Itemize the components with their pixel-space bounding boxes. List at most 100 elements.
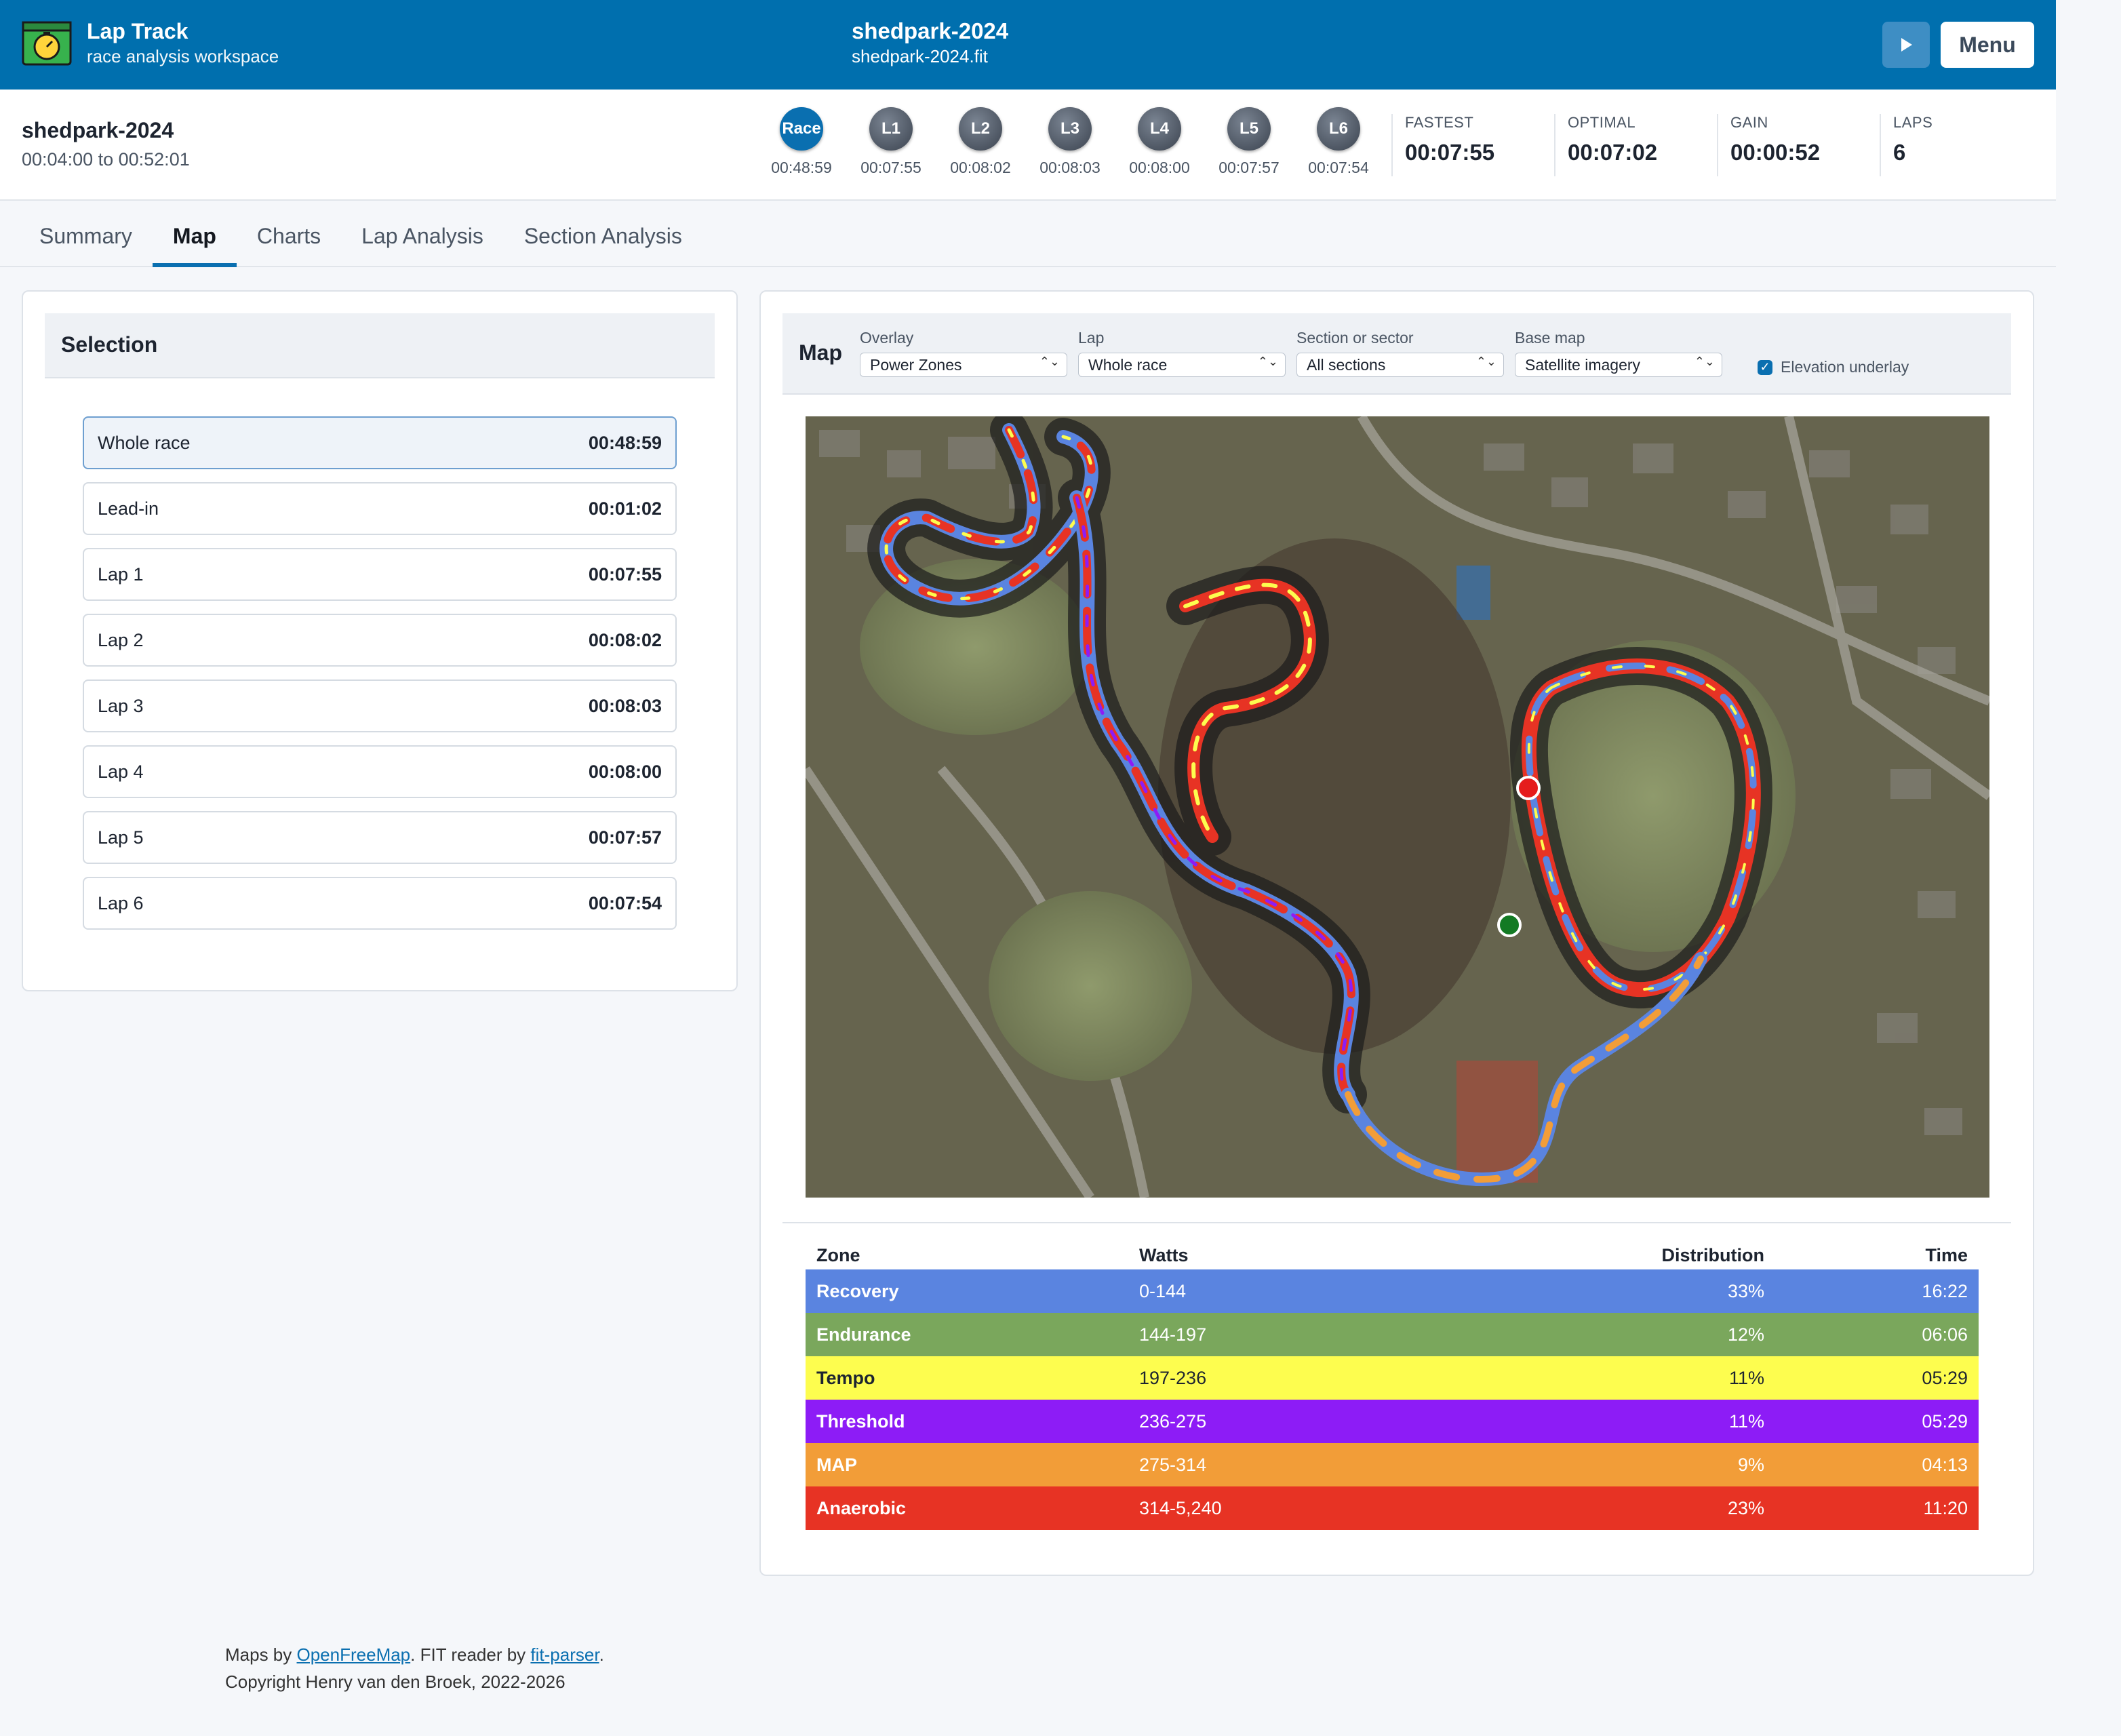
selection-item-lap-2[interactable]: Lap 2 00:08:02 bbox=[83, 614, 677, 667]
wooded-area bbox=[1158, 538, 1511, 1054]
map-title: Map bbox=[799, 340, 842, 365]
track-route bbox=[879, 423, 1761, 1186]
chip-lap-6[interactable]: L6 00:07:54 bbox=[1294, 107, 1383, 177]
stat-value: 00:07:02 bbox=[1568, 140, 1658, 165]
selection-item-time: 00:08:00 bbox=[588, 761, 662, 782]
selection-item-lap-1[interactable]: Lap 1 00:07:55 bbox=[83, 548, 677, 601]
zone-name: Anaerobic bbox=[816, 1497, 907, 1518]
chip-label: L2 bbox=[959, 107, 1002, 151]
selection-item-time: 00:07:57 bbox=[588, 827, 662, 848]
selection-item-lap-4[interactable]: Lap 4 00:08:00 bbox=[83, 745, 677, 798]
menu-button[interactable]: Menu bbox=[1941, 22, 2034, 68]
base-map-value: Satellite imagery bbox=[1525, 356, 1641, 374]
zone-time: 06:06 bbox=[1922, 1324, 1968, 1345]
selection-item-time: 00:08:03 bbox=[588, 695, 662, 716]
chip-lap-5[interactable]: L5 00:07:57 bbox=[1204, 107, 1294, 177]
chip-time: 00:08:03 bbox=[1039, 159, 1101, 176]
zone-time: 04:13 bbox=[1922, 1454, 1968, 1475]
base-map-select[interactable]: Satellite imagery ⌃⌄ bbox=[1515, 353, 1722, 377]
footer-maps-prefix: Maps by bbox=[225, 1644, 297, 1665]
file-name: shedpark-2024.fit bbox=[852, 46, 988, 66]
map-view[interactable] bbox=[806, 416, 1989, 1198]
play-button[interactable] bbox=[1882, 22, 1930, 68]
chip-time: 00:08:02 bbox=[950, 159, 1011, 176]
brand[interactable]: Lap Track race analysis workspace bbox=[22, 18, 279, 68]
chip-lap-4[interactable]: L4 00:08:00 bbox=[1115, 107, 1204, 177]
zone-watts: 314-5,240 bbox=[1139, 1497, 1222, 1518]
stat-label: LAPS bbox=[1893, 114, 1933, 131]
openfreemap-link[interactable]: OpenFreeMap bbox=[296, 1644, 411, 1665]
satellite-map bbox=[806, 416, 1989, 1198]
selection-list: Whole race 00:48:59 Lead-in 00:01:02 Lap… bbox=[83, 416, 677, 943]
fit-parser-link[interactable]: fit-parser bbox=[530, 1644, 599, 1665]
stat-laps: LAPS 6 bbox=[1880, 114, 1932, 176]
zone-time: 11:20 bbox=[1923, 1497, 1968, 1518]
chip-label: L5 bbox=[1227, 107, 1271, 151]
zone-distribution: 11% bbox=[1728, 1410, 1764, 1432]
file-info: shedpark-2024 shedpark-2024.fit bbox=[852, 18, 1008, 68]
stopwatch-logo-icon bbox=[22, 21, 72, 66]
lap-value: Whole race bbox=[1088, 356, 1168, 374]
race-time-range: 00:04:00 to 00:52:01 bbox=[22, 149, 190, 170]
selection-item-lap-3[interactable]: Lap 3 00:08:03 bbox=[83, 679, 677, 732]
select-arrows-icon: ⌃⌄ bbox=[1694, 355, 1715, 368]
zone-time: 16:22 bbox=[1922, 1280, 1968, 1301]
finish-marker bbox=[1516, 776, 1541, 800]
selection-item-lap-6[interactable]: Lap 6 00:07:54 bbox=[83, 877, 677, 930]
selection-item-label: Lap 3 bbox=[98, 695, 144, 716]
tab-section-analysis[interactable]: Section Analysis bbox=[523, 224, 682, 248]
map-toolbar: Map Overlay Power Zones ⌃⌄ Lap Whole rac… bbox=[782, 313, 2011, 395]
chip-label: L3 bbox=[1048, 107, 1092, 151]
zone-name: Endurance bbox=[816, 1324, 911, 1345]
zone-row: Anaerobic 314-5,240 23% 11:20 bbox=[806, 1486, 1979, 1530]
tab-summary[interactable]: Summary bbox=[39, 224, 132, 248]
chip-lap-3[interactable]: L3 00:08:03 bbox=[1025, 107, 1115, 177]
section-select[interactable]: All sections ⌃⌄ bbox=[1296, 353, 1504, 377]
selection-item-whole-race[interactable]: Whole race 00:48:59 bbox=[83, 416, 677, 469]
zone-row: Tempo 197-236 11% 05:29 bbox=[806, 1356, 1979, 1400]
stat-gain: GAIN 00:00:52 bbox=[1717, 114, 1820, 176]
selection-item-lap-5[interactable]: Lap 5 00:07:57 bbox=[83, 811, 677, 864]
race-summary-bar: shedpark-2024 00:04:00 to 00:52:01 Race … bbox=[0, 90, 2056, 201]
footer-fit-suffix: . bbox=[599, 1644, 604, 1665]
divider bbox=[782, 1222, 2011, 1223]
stat-value: 00:07:55 bbox=[1405, 140, 1495, 165]
stat-label: FASTEST bbox=[1405, 114, 1474, 131]
elevation-checkbox[interactable]: ✓ bbox=[1758, 359, 1772, 375]
zone-watts: 275-314 bbox=[1139, 1454, 1207, 1475]
chip-lap-2[interactable]: L2 00:08:02 bbox=[936, 107, 1025, 177]
elevation-toggle[interactable]: ✓ Elevation underlay bbox=[1758, 358, 1909, 376]
pool bbox=[1456, 566, 1490, 620]
overlay-select[interactable]: Power Zones ⌃⌄ bbox=[860, 353, 1067, 377]
zone-distribution: 9% bbox=[1737, 1454, 1764, 1475]
tab-bar: Summary Map Charts Lap Analysis Section … bbox=[0, 201, 2056, 267]
selection-panel: Selection Whole race 00:48:59 Lead-in 00… bbox=[22, 290, 738, 991]
selection-item-label: Lap 1 bbox=[98, 564, 144, 585]
tab-charts[interactable]: Charts bbox=[256, 224, 321, 248]
overlay-value: Power Zones bbox=[870, 356, 962, 374]
play-icon bbox=[1901, 38, 1912, 52]
zone-distribution: 11% bbox=[1728, 1367, 1764, 1388]
selection-item-label: Lap 2 bbox=[98, 629, 144, 650]
chip-label: Race bbox=[780, 107, 823, 151]
zone-watts: 236-275 bbox=[1139, 1410, 1207, 1432]
lap-label: Lap bbox=[1078, 329, 1105, 347]
stat-fastest: FASTEST 00:07:55 bbox=[1391, 114, 1494, 176]
tab-lap-analysis[interactable]: Lap Analysis bbox=[361, 224, 483, 248]
chip-time: 00:07:55 bbox=[860, 159, 921, 176]
power-zone-table: Zone Watts Distribution Time Recovery 0-1… bbox=[806, 1241, 1979, 1530]
app-title: Lap Track bbox=[87, 19, 189, 43]
zone-summary: Zone Watts Distribution Time Recovery 0-1… bbox=[782, 1222, 2011, 1530]
tab-map[interactable]: Map bbox=[152, 201, 237, 267]
distribution-header: Distribution bbox=[1661, 1244, 1764, 1265]
lap-select[interactable]: Whole race ⌃⌄ bbox=[1078, 353, 1286, 377]
chip-time: 00:48:59 bbox=[771, 159, 832, 176]
app-subtitle: race analysis workspace bbox=[87, 46, 279, 66]
chip-race[interactable]: Race 00:48:59 bbox=[757, 107, 846, 177]
selection-item-time: 00:01:02 bbox=[588, 498, 662, 519]
chip-lap-1[interactable]: L1 00:07:55 bbox=[846, 107, 936, 177]
chip-time: 00:07:54 bbox=[1308, 159, 1369, 176]
race-name: shedpark-2024 bbox=[22, 118, 174, 142]
zone-name: Threshold bbox=[816, 1410, 905, 1432]
selection-item-lead-in[interactable]: Lead-in 00:01:02 bbox=[83, 482, 677, 535]
